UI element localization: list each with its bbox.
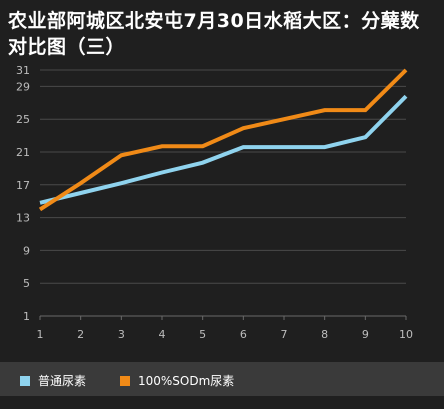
x-tick-label: 9 bbox=[362, 328, 369, 341]
axis-layer: 1 5 9 13 17 21 25 29 31 1 2 3 4 5 6 7 8 9 10 bbox=[16, 64, 413, 341]
bottom-strip bbox=[0, 396, 444, 409]
x-tick-label: 5 bbox=[199, 328, 206, 341]
y-tick-label: 13 bbox=[16, 212, 30, 225]
x-tick-label: 8 bbox=[321, 328, 328, 341]
x-tick-label: 2 bbox=[77, 328, 84, 341]
x-tick-label: 10 bbox=[399, 328, 413, 341]
legend-item-series-1: 普通尿素 bbox=[20, 372, 86, 389]
y-tick-label: 21 bbox=[16, 146, 30, 159]
x-tick-label: 4 bbox=[159, 328, 166, 341]
y-tick-label: 25 bbox=[16, 113, 30, 126]
chart-title: 农业部阿城区北安屯7月30日水稻大区：分蘖数对比图（三） bbox=[8, 10, 420, 58]
line-chart: 1 5 9 13 17 21 25 29 31 1 2 3 4 5 6 7 8 9 10 bbox=[16, 64, 413, 341]
series-layer bbox=[38, 68, 408, 212]
y-tick-label: 5 bbox=[23, 277, 30, 290]
y-tick-label: 9 bbox=[23, 244, 30, 257]
series-line-2 bbox=[38, 68, 408, 212]
legend: 普通尿素 100%SODm尿素 bbox=[0, 362, 444, 396]
y-tick-label: 31 bbox=[16, 64, 30, 77]
y-tick-label: 29 bbox=[16, 80, 30, 93]
series-line-1 bbox=[39, 94, 408, 205]
legend-label-series-2: 100%SODm尿素 bbox=[138, 374, 235, 388]
x-tick-label: 1 bbox=[37, 328, 44, 341]
legend-item-series-2: 100%SODm尿素 bbox=[120, 372, 234, 389]
y-tick-label: 1 bbox=[23, 310, 30, 323]
x-tick-label: 6 bbox=[240, 328, 247, 341]
legend-label-series-1: 普通尿素 bbox=[38, 374, 87, 388]
y-tick-label: 17 bbox=[16, 179, 30, 192]
legend-swatch-series-2 bbox=[120, 375, 130, 386]
x-tick-label: 7 bbox=[281, 328, 288, 341]
grid-layer bbox=[40, 69, 406, 317]
x-tick-label: 3 bbox=[118, 328, 125, 341]
legend-swatch-series-1 bbox=[20, 375, 30, 386]
